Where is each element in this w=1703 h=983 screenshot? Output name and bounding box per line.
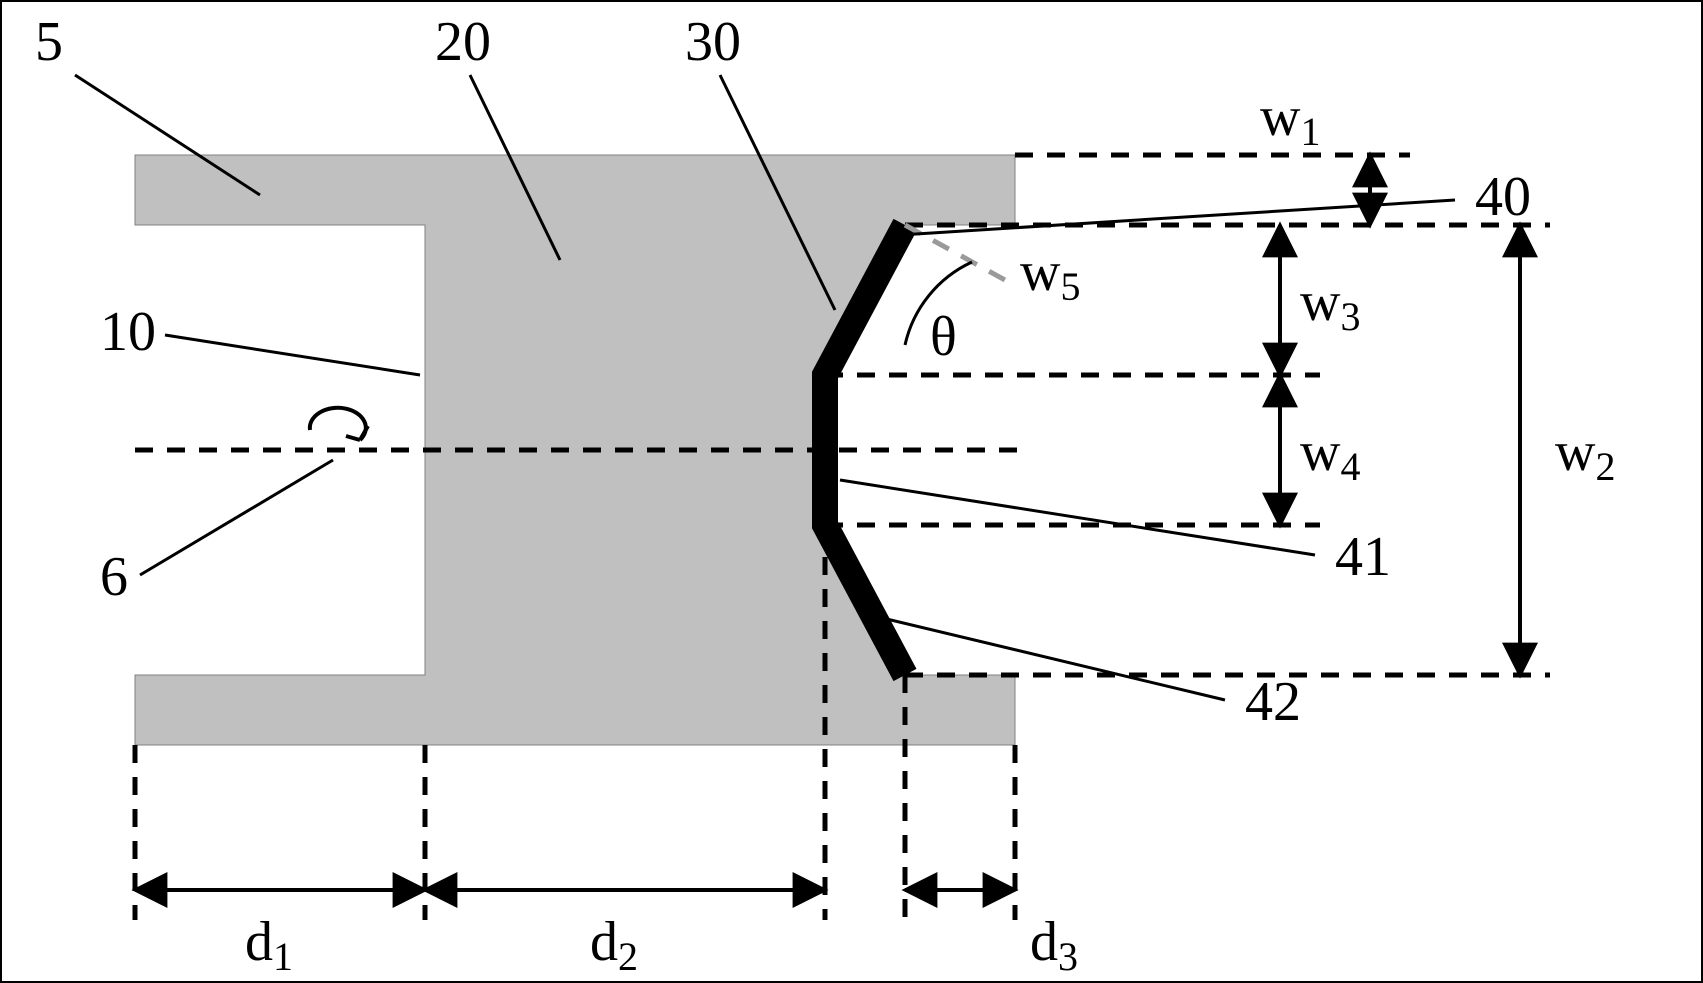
label-6: 6: [100, 546, 128, 608]
label-40: 40: [1475, 166, 1531, 228]
rotation-axis-icon: [310, 408, 368, 440]
dim-w2: w2: [1555, 421, 1615, 489]
dim-theta: θ: [930, 306, 957, 368]
label-5: 5: [35, 11, 63, 73]
label-30: 30: [685, 11, 741, 73]
dim-w3: w3: [1300, 271, 1360, 339]
technical-diagram: 5 20 30 40 10 6 41 42 w1 w2 w3 w4 w5 θ d…: [0, 0, 1703, 983]
label-42: 42: [1245, 671, 1301, 733]
dim-w4: w4: [1300, 421, 1360, 489]
dim-d1: d1: [245, 911, 293, 979]
dim-d3: d3: [1030, 911, 1078, 979]
frame: [1, 1, 1702, 982]
dim-d2: d2: [590, 911, 638, 979]
label-20: 20: [435, 11, 491, 73]
dim-w1: w1: [1260, 86, 1320, 154]
label-10: 10: [100, 301, 156, 363]
label-41: 41: [1335, 526, 1391, 588]
dim-w5: w5: [1020, 241, 1080, 309]
